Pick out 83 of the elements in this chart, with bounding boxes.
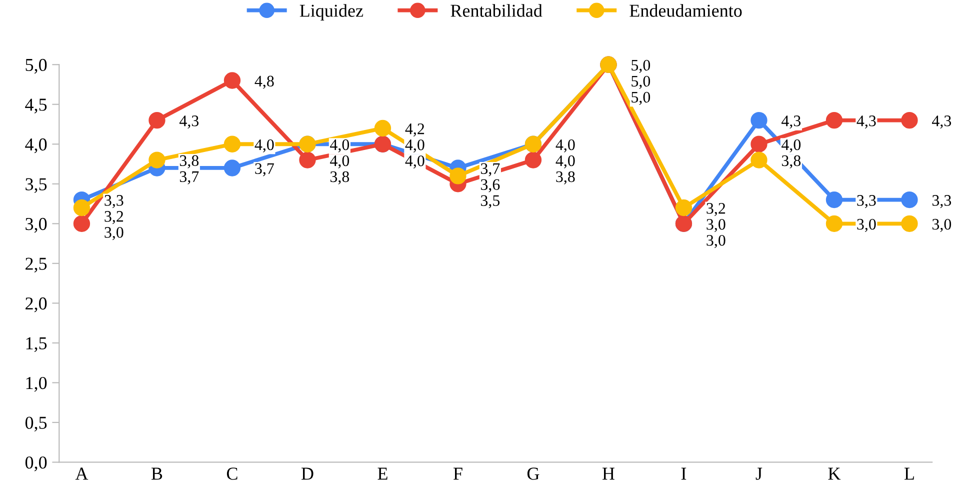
point (224, 160, 241, 176)
y-tick-label: 4,0 (25, 138, 47, 154)
data-label: 4,0 (405, 139, 424, 153)
data-label: 4,0 (330, 139, 350, 152)
legend-label: Liquidez (300, 4, 364, 21)
point (73, 199, 90, 216)
point (826, 215, 843, 232)
data-label: 3,3 (857, 195, 876, 208)
data-label: 4,0 (330, 155, 350, 168)
point (750, 152, 768, 168)
data-label: 3,0 (104, 227, 124, 240)
x-tick-label: H (602, 468, 614, 480)
data-label: 4,3 (180, 116, 199, 129)
data-label: 4,3 (782, 116, 801, 129)
y-tick-label: 0,5 (25, 416, 47, 432)
y-tick-label: 0,0 (25, 456, 47, 472)
data-label: 4,0 (405, 155, 424, 169)
data-label: 4,3 (856, 116, 876, 129)
legend-label: Endeudamiento (630, 4, 742, 17)
data-label: 4,0 (556, 139, 575, 152)
data-label: 4,3 (932, 116, 952, 129)
x-tick-label: I (681, 468, 686, 480)
y-tick-label: 2,5 (26, 258, 47, 272)
x-tick-label: E (378, 468, 388, 480)
data-label: 4,0 (556, 155, 575, 168)
y-tick-label: 3,0 (26, 218, 47, 233)
data-label: 4,0 (254, 139, 274, 152)
point (450, 168, 466, 184)
data-label: 3,7 (480, 163, 500, 176)
point (750, 112, 768, 129)
x-tick-label: B (151, 468, 162, 480)
x-tick-label: G (527, 468, 540, 480)
point (524, 152, 542, 168)
x-tick-label: F (453, 468, 462, 480)
y-tick-label: 1,0 (26, 376, 47, 392)
x-tick-label: J (756, 468, 762, 480)
data-label: 3,0 (706, 218, 726, 232)
data-label: 3,2 (104, 211, 124, 224)
data-label: 5,0 (632, 60, 650, 73)
y-tick-label: 5,0 (26, 58, 47, 74)
data-label: 3,8 (330, 171, 350, 184)
data-label: 3,5 (480, 195, 500, 208)
data-label: 3,7 (180, 171, 199, 184)
point (901, 215, 918, 232)
data-label: 3,3 (104, 195, 124, 208)
data-label: 3,0 (857, 218, 876, 232)
y-tick-label: 3,5 (26, 178, 47, 193)
point (675, 199, 692, 216)
data-label: 3,2 (706, 203, 726, 216)
point (901, 191, 918, 208)
point (826, 191, 843, 208)
point (374, 120, 392, 137)
y-tick-label: 1,5 (26, 337, 47, 352)
data-label: 3,0 (932, 218, 952, 232)
data-label: 4,2 (405, 123, 424, 137)
point (148, 112, 166, 129)
point (224, 136, 241, 152)
point (750, 136, 768, 152)
data-label: 5,0 (632, 76, 650, 89)
x-tick-label: L (904, 468, 914, 480)
y-tick-label: 2,0 (26, 297, 47, 312)
data-label: 3,8 (556, 171, 575, 184)
x-tick-label: A (75, 468, 88, 480)
x-tick-label: C (226, 468, 238, 480)
point (148, 152, 166, 168)
data-label: 4,0 (782, 139, 801, 152)
data-label: 3,8 (180, 155, 199, 168)
data-label: 3,6 (480, 179, 500, 192)
data-label: 3,0 (706, 234, 726, 248)
point (826, 112, 843, 129)
y-tick-label: 4,5 (25, 98, 47, 114)
x-tick-label: K (828, 468, 841, 480)
data-label: 3,3 (932, 195, 952, 208)
point (299, 152, 316, 168)
point (73, 215, 90, 232)
data-label: 3,8 (782, 155, 801, 168)
legend-label: Rentabilidad (450, 4, 542, 17)
data-label: 5,0 (632, 92, 650, 105)
data-label: 4,8 (254, 76, 274, 89)
x-tick-label: D (301, 468, 314, 480)
data-label: 3,7 (255, 163, 274, 176)
point (224, 72, 241, 89)
point (901, 112, 918, 129)
